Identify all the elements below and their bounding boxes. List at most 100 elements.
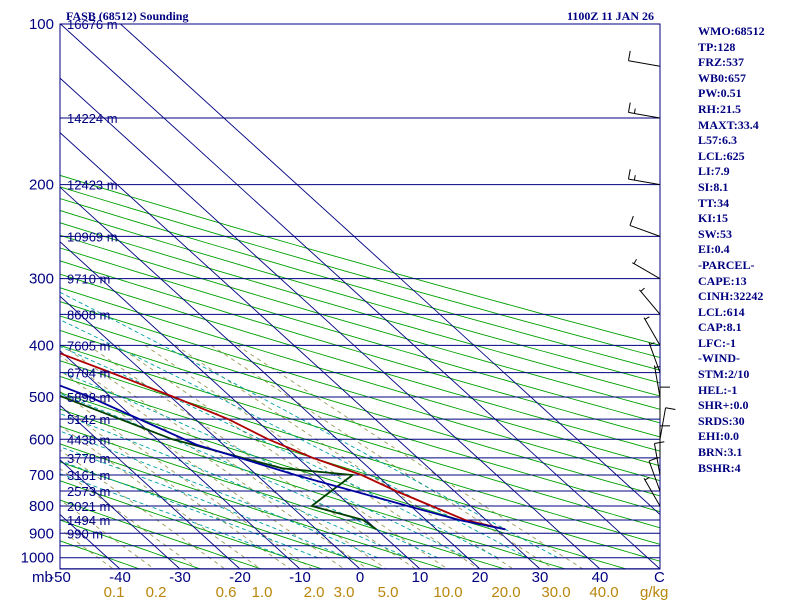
index-item: EI:0.4 bbox=[698, 242, 730, 257]
isotherm-line bbox=[60, 186, 481, 569]
pressure-tick-label: 700 bbox=[29, 467, 54, 484]
height-label: 12423 m bbox=[67, 178, 118, 193]
index-item: L57:6.3 bbox=[698, 133, 737, 148]
pressure-tick-label: 300 bbox=[29, 271, 54, 288]
chart-series bbox=[60, 352, 506, 531]
index-item: SHR+:0.0 bbox=[698, 398, 749, 413]
dewpoint-line bbox=[60, 394, 377, 531]
dry-adiabat bbox=[60, 273, 660, 452]
mixing-ratio-line bbox=[60, 449, 226, 569]
pressure-unit-label: mb bbox=[32, 569, 53, 586]
isotherm-line bbox=[60, 459, 181, 569]
dry-adiabat bbox=[60, 260, 660, 438]
height-label: 14224 m bbox=[67, 111, 118, 126]
height-label: 7605 m bbox=[67, 338, 110, 353]
mixing-ratio-unit-label: g/kg bbox=[640, 584, 668, 600]
index-item: LFC:-1 bbox=[698, 335, 736, 350]
height-label: 990 m bbox=[67, 526, 103, 541]
height-label: 4438 m bbox=[67, 432, 110, 447]
index-item: LI:7.9 bbox=[698, 164, 730, 179]
dry-adiabat bbox=[60, 480, 323, 569]
mixing-ratio-tick-label: 3.0 bbox=[334, 584, 355, 600]
dry-adiabat bbox=[60, 222, 660, 397]
plot-border bbox=[59, 23, 661, 570]
mixing-ratio-tick-label: 2.0 bbox=[304, 584, 325, 600]
mixing-ratio-line bbox=[60, 355, 368, 569]
isotherm-line bbox=[60, 350, 301, 569]
dry-adiabat bbox=[60, 499, 262, 569]
temperature-tick-label: 20 bbox=[472, 569, 489, 586]
temperature-tick-label: 30 bbox=[532, 569, 549, 586]
dry-adiabat bbox=[60, 287, 660, 467]
mixing-ratio-tick-label: 0.1 bbox=[104, 584, 125, 600]
isotherm-line bbox=[60, 132, 541, 569]
mixing-ratio-line bbox=[87, 344, 416, 569]
pressure-tick-label: 1000 bbox=[21, 550, 54, 567]
index-item: STM:2/10 bbox=[698, 367, 750, 382]
index-item: EHI:0.0 bbox=[698, 429, 740, 444]
wind-barb bbox=[659, 425, 670, 458]
height-label: 1494 m bbox=[67, 513, 110, 528]
wind-barb bbox=[653, 365, 661, 398]
mixing-ratio-tick-label: 0.2 bbox=[146, 584, 167, 600]
mixing-ratio-tick-label: 5.0 bbox=[378, 584, 399, 600]
index-item: FRZ:537 bbox=[698, 55, 744, 70]
mixing-ratio-line bbox=[60, 528, 114, 569]
mixing-ratio-tick-label: 10.0 bbox=[433, 584, 462, 600]
height-label: 2021 m bbox=[67, 499, 110, 514]
isotherm-line bbox=[60, 241, 421, 569]
index-item: MAXT:33.4 bbox=[698, 117, 759, 132]
index-item: CAPE:13 bbox=[698, 273, 747, 288]
mixing-ratio-tick-label: 20.0 bbox=[491, 584, 520, 600]
pressure-tick-label: 100 bbox=[29, 16, 54, 33]
isotherm-line bbox=[60, 24, 660, 569]
index-item: SI:8.1 bbox=[698, 179, 729, 194]
height-label: 3778 m bbox=[67, 451, 110, 466]
index-item: CINH:32242 bbox=[698, 289, 764, 304]
moist-adiabat bbox=[60, 345, 498, 559]
temperature-tick-label: -50 bbox=[49, 569, 71, 586]
pressure-tick-label: 900 bbox=[29, 525, 54, 542]
pressure-tick-label: 200 bbox=[29, 177, 54, 194]
pressure-tick-label: 500 bbox=[29, 389, 54, 406]
moist-adiabat bbox=[60, 473, 288, 559]
temperature-tick-label: -20 bbox=[229, 569, 251, 586]
height-label: 8608 m bbox=[67, 307, 110, 322]
index-item: PW:0.51 bbox=[698, 86, 742, 101]
wind-barb bbox=[639, 287, 661, 315]
index-item: CAP:8.1 bbox=[698, 320, 742, 335]
height-label: 2573 m bbox=[67, 484, 110, 499]
wind-barb bbox=[648, 342, 661, 373]
temperature-line bbox=[60, 352, 506, 531]
wind-barbs bbox=[627, 50, 676, 507]
dry-adiabat bbox=[60, 315, 660, 497]
wind-barb bbox=[643, 316, 661, 346]
height-label: 5142 m bbox=[67, 412, 110, 427]
dry-adiabat bbox=[60, 210, 660, 384]
moist-adiabat bbox=[60, 460, 318, 559]
dry-adiabat bbox=[60, 461, 384, 569]
isotherm-line bbox=[60, 404, 241, 569]
wind-barb bbox=[627, 50, 661, 67]
dry-adiabat bbox=[60, 198, 660, 371]
height-label: 16676 m bbox=[67, 17, 118, 32]
index-item: BRN:3.1 bbox=[698, 445, 743, 460]
index-item: SW:53 bbox=[698, 226, 733, 241]
index-item: TP:128 bbox=[698, 39, 736, 54]
wind-barb bbox=[659, 386, 670, 420]
dry-adiabat bbox=[60, 234, 660, 410]
mixing-ratio-line bbox=[60, 370, 345, 569]
mixing-ratio-line bbox=[61, 344, 387, 569]
index-item: LCL:614 bbox=[698, 304, 745, 319]
dry-adiabat bbox=[60, 174, 660, 346]
index-item: WB0:657 bbox=[698, 70, 746, 85]
index-item: BSHR:4 bbox=[698, 460, 741, 475]
height-label: 5898 m bbox=[67, 390, 110, 405]
temperature-tick-label: -30 bbox=[169, 569, 191, 586]
dry-adiabat bbox=[60, 329, 660, 513]
mixing-ratio-line bbox=[175, 344, 514, 569]
mixing-ratio-tick-label: 30.0 bbox=[541, 584, 570, 600]
height-label: 6704 m bbox=[67, 366, 110, 381]
